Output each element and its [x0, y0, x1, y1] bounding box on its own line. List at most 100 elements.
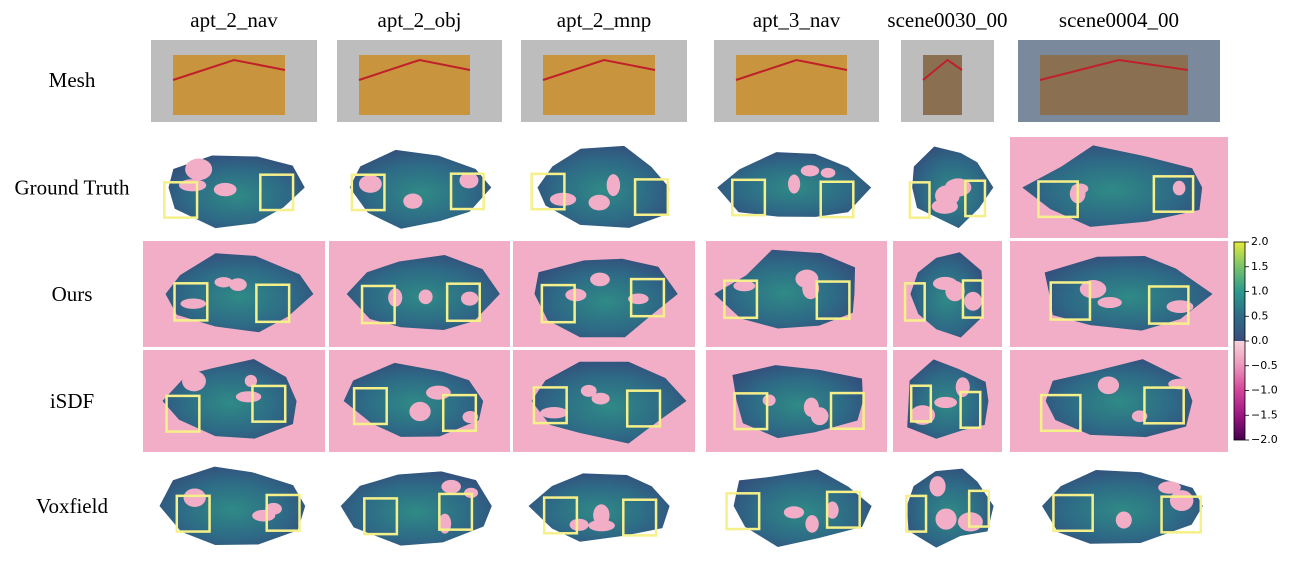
obstacle: [185, 158, 213, 181]
cell-image: [151, 40, 317, 122]
obstacle: [591, 392, 610, 405]
highlight-box: [829, 391, 865, 431]
highlight-box: [363, 497, 399, 536]
cell-image: [1010, 350, 1228, 452]
mesh-path: [172, 58, 286, 81]
obstacle: [964, 291, 982, 311]
obstacle: [762, 394, 776, 407]
obstacle: [934, 396, 958, 409]
sdf-region: [343, 362, 484, 437]
obstacle: [1169, 490, 1194, 512]
highlight-box: [540, 283, 576, 324]
obstacle: [214, 277, 233, 288]
highlight-box: [959, 390, 982, 429]
cell-image: [513, 137, 695, 238]
highlight-box: [731, 178, 767, 217]
highlight-box: [723, 279, 759, 320]
obstacle: [460, 291, 479, 306]
obstacle: [1097, 297, 1122, 309]
cell-image: [1010, 241, 1228, 347]
highlight-box: [251, 384, 287, 423]
cell-image: [706, 350, 887, 452]
cell-image: [706, 455, 887, 557]
obstacle: [826, 501, 839, 519]
mesh-path: [358, 58, 471, 81]
cell-image: [1010, 455, 1228, 557]
highlight-box: [909, 384, 933, 423]
highlight-box: [255, 283, 291, 324]
obstacle: [800, 165, 820, 177]
obstacle: [1097, 376, 1120, 395]
highlight-box: [350, 173, 386, 212]
highlight-box: [629, 277, 666, 318]
obstacle: [540, 407, 569, 419]
cell-image: [329, 350, 510, 452]
sdf-region: [1044, 256, 1213, 331]
mesh-floor: [543, 55, 655, 115]
highlight-box: [445, 282, 481, 323]
highlight-box: [1037, 180, 1079, 219]
column-header: apt_2_mnp: [557, 8, 652, 32]
sdf-region: [531, 361, 687, 444]
colorbar-tick-label: −0.5: [1251, 359, 1278, 372]
obstacle: [252, 509, 276, 522]
cell-image: [513, 455, 695, 557]
obstacle: [462, 411, 479, 424]
cell-image: [329, 241, 510, 347]
colorbar-tick-label: −1.5: [1251, 408, 1278, 421]
cell-image: [513, 241, 695, 347]
obstacle: [935, 185, 960, 207]
cell-image: [329, 455, 510, 557]
obstacle: [565, 288, 587, 302]
cell-image: [893, 137, 1002, 238]
highlight-box: [908, 181, 931, 219]
colorbar-tick-label: −2.0: [1251, 433, 1278, 446]
colorbar-tick-label: 2.0: [1251, 235, 1269, 248]
highlight-box: [360, 284, 396, 325]
cell-image: [329, 137, 510, 238]
cell-image: [706, 137, 887, 238]
obstacle: [229, 278, 247, 292]
highlight-box: [173, 282, 209, 322]
highlight-box: [825, 490, 861, 529]
obstacle: [588, 519, 615, 532]
cell-image: [1010, 137, 1228, 238]
highlight-box: [1039, 393, 1082, 433]
colorbar: [1233, 241, 1246, 441]
obstacle: [1158, 481, 1181, 494]
column-header: apt_3_nav: [753, 8, 841, 32]
obstacle: [183, 488, 206, 507]
colorbar-tick-label: 1.0: [1251, 285, 1269, 298]
obstacle: [1166, 300, 1194, 314]
row-label: Ground Truth: [15, 176, 130, 200]
cell-image: [706, 241, 887, 347]
highlight-box: [449, 172, 485, 211]
highlight-box: [165, 394, 201, 433]
cell-image: [143, 241, 325, 347]
obstacle: [810, 407, 829, 426]
highlight-box: [163, 181, 199, 219]
cell-image: [337, 40, 502, 122]
obstacle: [182, 370, 206, 392]
obstacle: [590, 272, 610, 287]
obstacle: [178, 179, 207, 192]
obstacle: [628, 293, 649, 305]
column-header: apt_2_nav: [190, 8, 278, 32]
obstacle: [945, 280, 965, 302]
cell-image: [521, 40, 687, 122]
obstacle: [213, 182, 237, 197]
highlight-box: [441, 393, 478, 433]
cell-image: [714, 40, 879, 122]
highlight-box: [633, 178, 670, 216]
colorbar-tick-label: 1.5: [1251, 260, 1269, 273]
obstacle: [441, 479, 461, 494]
column-header: scene0030_00: [887, 8, 1007, 32]
obstacle: [235, 391, 262, 403]
highlight-box: [352, 386, 388, 426]
cell-image: [893, 455, 1002, 557]
row-label: Voxfield: [36, 494, 108, 518]
obstacle: [788, 174, 801, 194]
obstacle: [929, 476, 946, 497]
obstacle: [1172, 180, 1186, 196]
highlight-box: [532, 386, 568, 425]
